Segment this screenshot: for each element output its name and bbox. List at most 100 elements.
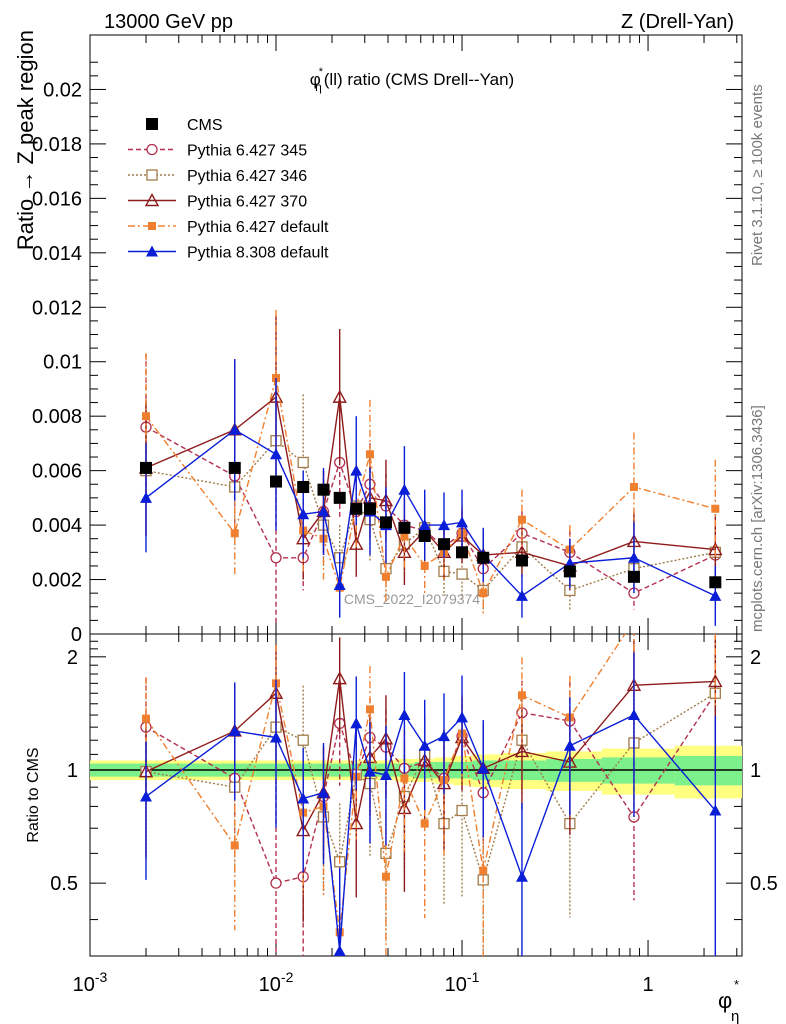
cms-data-point [333, 491, 346, 504]
cms-data-point [709, 576, 722, 589]
legend-marker [144, 193, 160, 207]
title-star: * [319, 66, 324, 78]
series-4-point [400, 531, 409, 540]
series-4-ratio-point [141, 714, 150, 723]
x-tick-label: 10-3 [73, 969, 108, 996]
x-tick-exponent: -3 [95, 969, 108, 985]
series-4-ratio-point [479, 866, 488, 875]
series-5-ratio-point [333, 944, 346, 956]
cms-data-point [515, 554, 528, 567]
series-5-ratio-point [437, 730, 450, 742]
cms-data-point [363, 502, 376, 515]
series-4-ratio-point [630, 616, 638, 624]
x-tick-base: 10 [259, 974, 281, 996]
series-2-point [456, 568, 468, 580]
series-2-point [297, 456, 309, 469]
ratio-y-axis-label: Ratio to CMS [25, 747, 42, 842]
series-5-ratio-point [297, 792, 310, 804]
header-left: 13000 GeV pp [104, 11, 233, 33]
legend-label: Pythia 8.308 default [187, 245, 329, 262]
series-5-ratio-point [709, 804, 722, 816]
y-tick-label: 0.016 [32, 188, 82, 210]
series-3-point [332, 389, 347, 403]
legend-label: Pythia 6.427 345 [187, 143, 307, 160]
x-tick-base: 10 [73, 974, 95, 996]
watermark: CMS_2022_I2079374 [344, 591, 480, 607]
cms-data-point [627, 570, 640, 583]
series-5-ratio-line [145, 713, 716, 952]
cms-data-point [563, 565, 576, 578]
series-4-point [365, 450, 374, 459]
ratio-y-tick-label-right: 2 [750, 647, 761, 669]
series-5-ratio-point [456, 711, 469, 723]
series-4-ratio-point [420, 819, 429, 828]
legend-marker [146, 245, 158, 257]
series-5-point [350, 464, 363, 476]
cms-data [139, 461, 722, 589]
ratio-panel: 10-3 10-2 10-1 10.5 0.51 12 2 [50, 616, 778, 996]
cms-data-point [317, 483, 330, 496]
series-3-ratio-point [514, 744, 530, 758]
legend-label: Pythia 6.427 370 [187, 194, 307, 211]
series-4-point [381, 572, 390, 581]
series-4-point [517, 515, 526, 524]
cms-data-point [456, 546, 469, 559]
chart-title: φ* η (ll) ratio (CMS Drell--Yan) [310, 66, 514, 94]
title-phi: φ [310, 70, 321, 89]
x-tick-base: 10 [445, 974, 467, 996]
series-3-ratio-line [145, 678, 716, 833]
series-2-ratio-point [297, 734, 309, 746]
series-5-point [228, 423, 241, 435]
title-rest: (ll) ratio (CMS Drell--Yan) [324, 70, 514, 89]
x-label-star: * [734, 977, 739, 992]
legend-marker [148, 222, 156, 230]
x-tick-label: 1 [642, 974, 653, 996]
series-5-ratio-point [563, 739, 576, 751]
cms-data-point [350, 502, 363, 515]
series-4-ratio-point [365, 705, 374, 714]
series-5-ratio-point [418, 739, 431, 751]
cms-data-point [270, 475, 283, 488]
series-3-point [349, 536, 364, 550]
series-3-ratio-point [349, 816, 364, 830]
cms-uncertainty-band [90, 745, 742, 799]
series-5-ratio [139, 652, 722, 956]
series-5-point [709, 589, 722, 601]
legend-marker-cms [146, 118, 158, 130]
cms-data-point [418, 529, 431, 542]
y-tick-label: 0.004 [32, 515, 82, 537]
ratio-y-tick-label: 2 [67, 647, 78, 669]
y-tick-label: 0.018 [32, 134, 82, 156]
series-1-ratio-point [270, 877, 282, 889]
cms-data-point [139, 461, 152, 474]
series-5-ratio-point [379, 768, 392, 780]
cms-data-point [228, 461, 241, 474]
series-2-ratio-point [456, 804, 468, 817]
series-5-point [317, 505, 330, 517]
series-5-ratio-point [363, 765, 376, 777]
cms-data-point [437, 538, 450, 551]
series-3-ratio-point [708, 673, 723, 688]
series-5-line [145, 428, 716, 597]
series-5-point [333, 578, 346, 590]
series-5-point [270, 448, 283, 460]
y-tick-label: 0.012 [32, 297, 82, 319]
series-5-point [627, 551, 640, 563]
series-5-ratio-point [627, 709, 640, 721]
series-5-point [398, 483, 411, 495]
ratio-y-tick-label: 1 [67, 760, 78, 782]
series-3-line [145, 395, 716, 567]
series-5-point [515, 589, 528, 601]
series-5-ratio-point [477, 762, 490, 774]
series-5-ratio-point [317, 786, 330, 798]
x-tick-label: 10-1 [445, 969, 480, 996]
series-5-ratio-point [398, 709, 411, 721]
x-tick-label: 10-2 [259, 969, 294, 996]
legend: CMS Pythia 6.427 345 Pythia 6.427 346 Pythi… [128, 117, 329, 262]
header-right: Z (Drell-Yan) [621, 11, 734, 33]
cms-data-point [379, 516, 392, 529]
legend-label: Pythia 6.427 346 [187, 168, 307, 185]
side-label-rivet: Rivet 3.1.10, ≥ 100k events [749, 84, 766, 266]
series-3-ratio-point [332, 671, 347, 685]
